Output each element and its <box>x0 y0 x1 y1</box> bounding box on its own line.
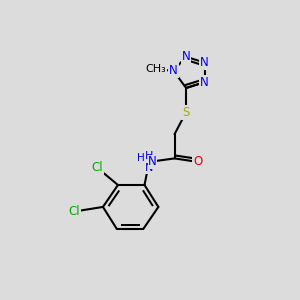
Text: N: N <box>169 64 178 77</box>
Text: H
N: H N <box>145 151 153 173</box>
Text: Cl: Cl <box>91 161 103 174</box>
Text: N: N <box>182 50 190 63</box>
Text: N: N <box>148 155 157 168</box>
Text: N: N <box>200 56 209 69</box>
Text: N: N <box>200 76 209 89</box>
Text: CH₃: CH₃ <box>146 64 166 74</box>
Text: H: H <box>137 153 145 163</box>
Text: Cl: Cl <box>68 205 80 218</box>
Text: O: O <box>193 155 202 168</box>
Text: S: S <box>182 106 190 119</box>
